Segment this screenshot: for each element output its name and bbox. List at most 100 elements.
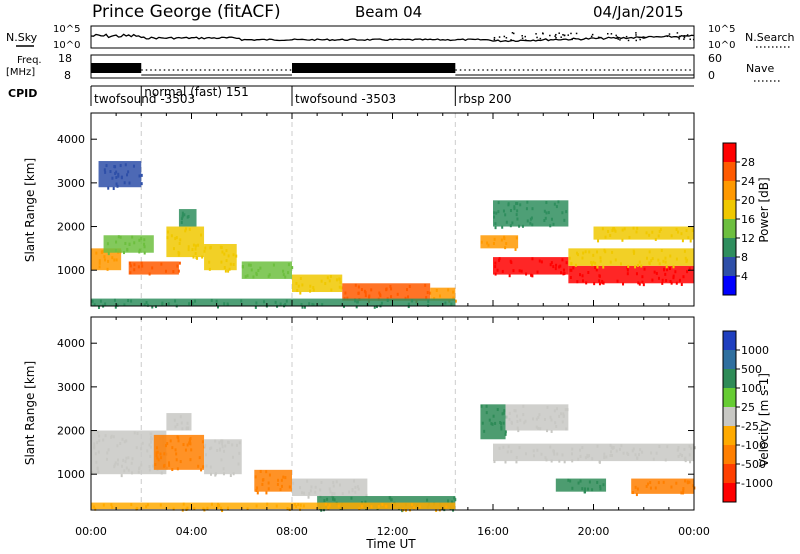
data-cell xyxy=(329,274,332,278)
data-cell xyxy=(685,229,688,233)
data-cell xyxy=(604,250,607,254)
data-cell xyxy=(93,442,96,446)
data-cell xyxy=(681,454,684,458)
data-cell xyxy=(124,163,127,167)
data-cell xyxy=(500,427,503,431)
x-tick-label: 00:00 xyxy=(75,525,107,538)
data-cell xyxy=(224,444,227,448)
nsearch-dot xyxy=(683,38,685,40)
data-cell xyxy=(187,245,190,249)
data-cell xyxy=(291,266,294,270)
data-cell xyxy=(626,268,629,272)
data-band xyxy=(568,248,694,266)
data-cell xyxy=(129,264,132,268)
data-cell xyxy=(549,415,552,419)
data-cell xyxy=(540,452,543,456)
data-cell xyxy=(613,228,616,232)
data-cell xyxy=(530,273,533,277)
data-cell xyxy=(631,449,634,453)
data-cell xyxy=(514,409,517,413)
data-cell xyxy=(396,292,399,296)
data-cell xyxy=(641,450,644,454)
data-cell xyxy=(189,437,192,441)
data-cell xyxy=(659,227,662,231)
data-cell xyxy=(96,441,99,445)
data-cell xyxy=(127,170,130,174)
data-cell xyxy=(360,504,363,508)
data-cell xyxy=(518,446,521,450)
data-cell xyxy=(255,504,258,508)
power-panel: 1000 2000 3000 4000 Slant Range [km] xyxy=(23,112,695,309)
data-cell xyxy=(550,459,553,463)
data-cell xyxy=(282,269,285,273)
nsearch-dot xyxy=(638,36,641,39)
data-cell xyxy=(332,480,335,484)
data-cell xyxy=(636,263,639,267)
colorbar-tick-label: 24 xyxy=(741,175,755,188)
data-cell xyxy=(427,303,430,307)
data-cell xyxy=(186,421,189,425)
data-cell xyxy=(122,251,125,255)
data-cell xyxy=(192,255,195,259)
data-cell xyxy=(684,479,687,483)
data-cell xyxy=(453,496,456,500)
colorbar-swatch xyxy=(723,200,736,219)
data-cell xyxy=(516,420,519,424)
data-cell xyxy=(532,449,535,453)
data-cell xyxy=(176,264,179,268)
colorbar-swatch xyxy=(723,143,736,162)
nsearch-dot xyxy=(678,35,681,38)
data-cell xyxy=(288,507,291,511)
data-cell xyxy=(483,429,486,433)
colorbar-frame xyxy=(722,330,737,503)
data-cell xyxy=(497,210,500,214)
data-cell xyxy=(185,227,188,231)
y-tick-label: 3000 xyxy=(57,177,85,190)
data-cell xyxy=(581,487,584,491)
data-cell xyxy=(221,250,224,254)
data-cell xyxy=(216,505,219,509)
data-cell xyxy=(98,259,101,263)
data-cell xyxy=(418,505,421,509)
data-cell xyxy=(571,459,574,463)
data-cell xyxy=(553,202,556,206)
data-cell xyxy=(282,273,285,277)
data-cell xyxy=(596,265,599,269)
data-cell xyxy=(309,489,312,493)
data-cell xyxy=(210,502,213,506)
data-cell xyxy=(225,249,228,253)
data-cell xyxy=(132,164,135,168)
data-cell xyxy=(192,243,195,247)
data-cell xyxy=(522,413,525,417)
data-cell xyxy=(587,487,590,491)
data-cell xyxy=(493,215,496,219)
data-cell xyxy=(635,493,638,497)
data-cell xyxy=(182,443,185,447)
data-cell xyxy=(670,485,673,489)
data-cell xyxy=(300,491,303,495)
data-cell xyxy=(187,248,190,252)
data-cell xyxy=(107,186,110,190)
data-cell xyxy=(133,268,136,272)
data-cell xyxy=(407,302,410,306)
data-cell xyxy=(654,486,657,490)
data-cell xyxy=(657,258,660,262)
data-cell xyxy=(618,447,621,451)
data-cell xyxy=(216,449,219,453)
data-cell xyxy=(500,425,503,429)
data-cell xyxy=(175,452,178,456)
data-cell xyxy=(172,507,175,511)
data-cell xyxy=(561,453,564,457)
data-cell xyxy=(494,272,497,276)
data-cell xyxy=(538,413,541,417)
data-cell xyxy=(655,271,658,275)
data-cell xyxy=(326,276,329,280)
data-cell xyxy=(684,256,687,260)
data-cell xyxy=(284,303,287,307)
data-cell xyxy=(509,209,512,213)
data-cell xyxy=(354,283,357,287)
colorbar-tick-label: 100 xyxy=(741,382,762,395)
nsearch-dot xyxy=(493,36,496,39)
data-cell xyxy=(480,404,483,408)
data-cell xyxy=(516,202,519,206)
